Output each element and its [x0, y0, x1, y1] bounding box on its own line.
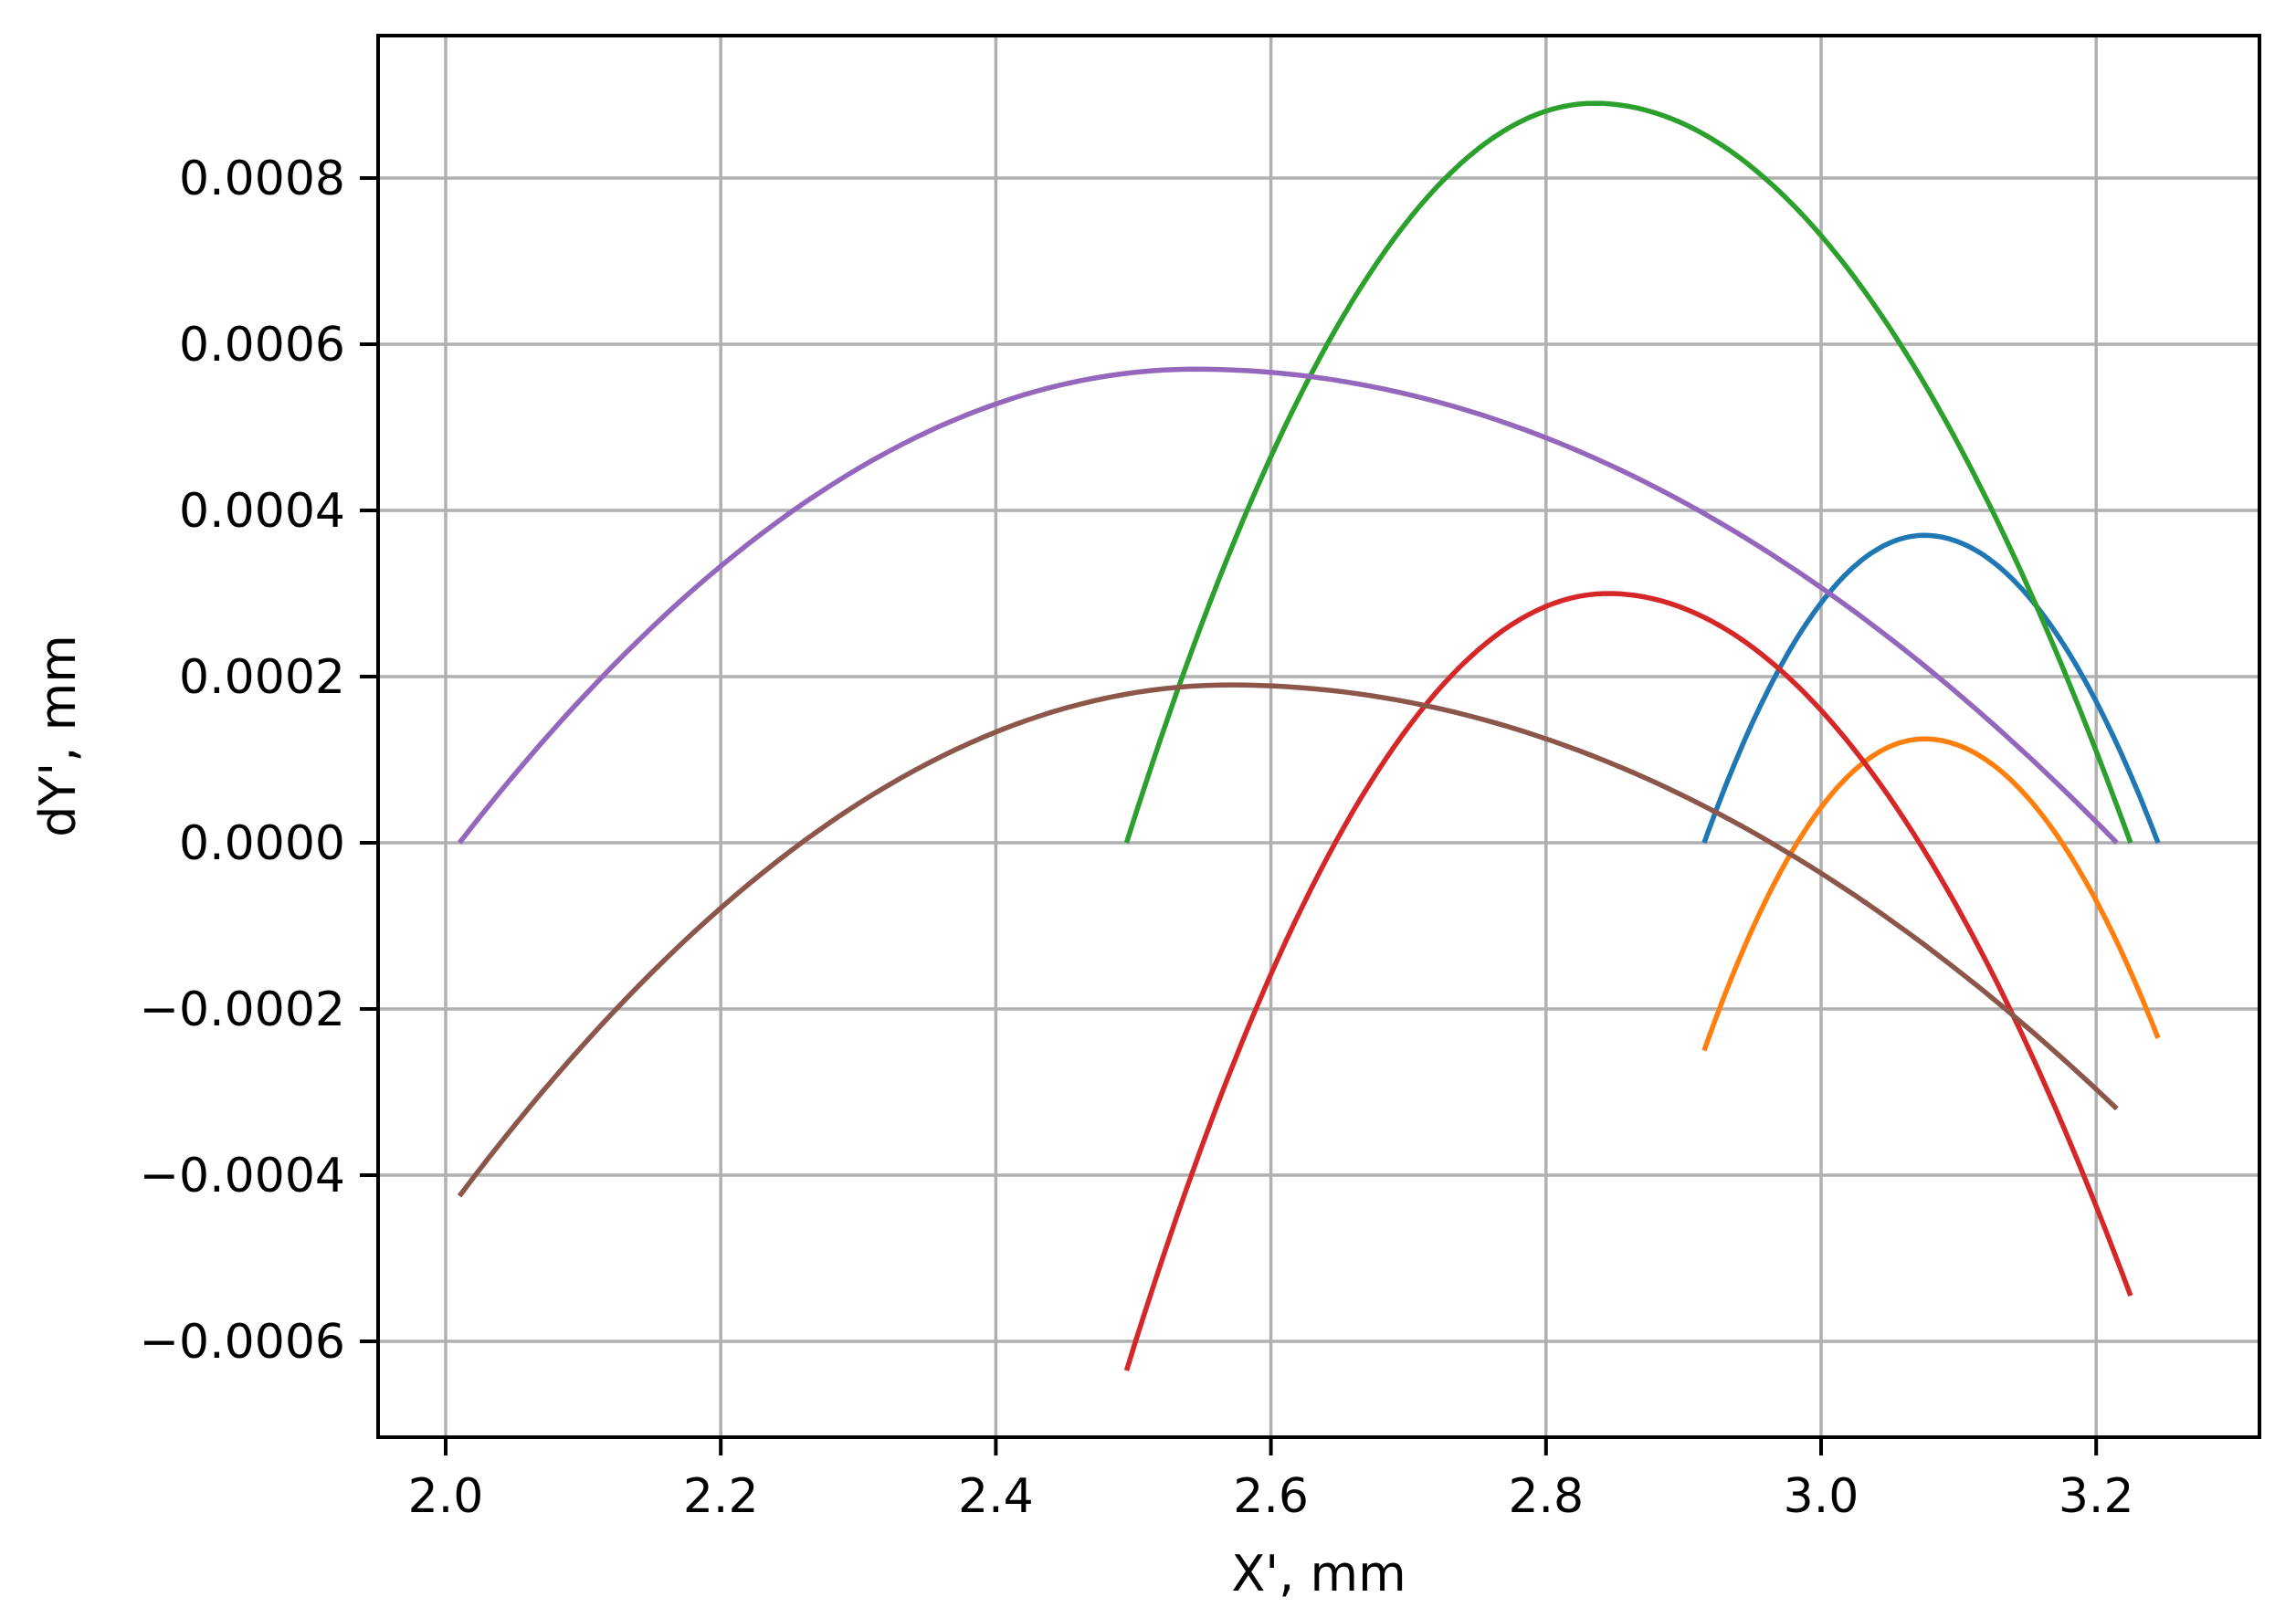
x-axis-ticks: 2.0 2.2 2.4 2.6 2.8 3.0 3.2	[408, 1437, 2134, 1524]
plot-area	[378, 36, 2259, 1437]
x-tick-label: 2.8	[1508, 1469, 1584, 1524]
y-tick-label: 0.0000	[179, 816, 345, 871]
x-tick-label: 2.2	[683, 1469, 759, 1524]
y-tick-label: 0.0006	[179, 318, 345, 373]
y-axis-ticks: −0.0006 −0.0004 −0.0002 0.0000 0.0002 0.0004 0…	[139, 152, 378, 1370]
grid-lines	[378, 36, 2259, 1437]
y-axis-label: dY', mm	[29, 635, 87, 837]
x-tick-label: 2.0	[408, 1469, 484, 1524]
y-tick-label: 0.0004	[179, 484, 345, 539]
y-tick-label: −0.0006	[139, 1315, 345, 1370]
x-tick-label: 3.2	[2059, 1469, 2134, 1524]
series-orange-line	[1701, 736, 2161, 1052]
x-tick-label: 3.0	[1784, 1469, 1859, 1524]
axes-frame	[376, 34, 2261, 1439]
series-red-line	[1123, 591, 2133, 1371]
y-tick-label: 0.0008	[179, 152, 345, 206]
x-tick-label: 2.4	[958, 1469, 1034, 1524]
y-tick-label: −0.0002	[139, 982, 345, 1037]
series-green-line	[1123, 100, 2133, 844]
y-tick-label: 0.0002	[179, 650, 345, 705]
x-axis-label: X', mm	[1231, 1545, 1406, 1602]
series-purple-line	[457, 366, 2119, 845]
series-brown-line	[457, 682, 2119, 1198]
y-tick-label: −0.0004	[139, 1149, 345, 1203]
series-lines	[457, 100, 2161, 1371]
x-tick-label: 2.6	[1233, 1469, 1309, 1524]
